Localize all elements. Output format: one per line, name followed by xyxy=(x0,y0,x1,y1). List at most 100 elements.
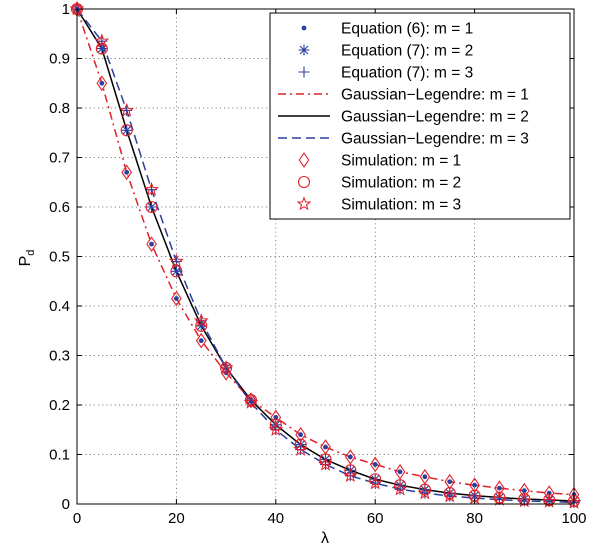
dot-marker xyxy=(323,444,328,450)
axis-ticks: 0 20 40 60 80 100 0 0.1 0.2 0.3 0.4 0.5 0.6 0.7 0.8 0.9… xyxy=(49,1,586,527)
dot-marker xyxy=(447,479,453,485)
asterisk-marker xyxy=(170,265,182,277)
circle-marker xyxy=(120,124,133,137)
series-6 xyxy=(76,8,575,504)
diamond-marker xyxy=(494,480,505,497)
asterisk-marker xyxy=(146,201,158,213)
asterisk-marker xyxy=(121,124,133,136)
legend-label: Simulation: m = 3 xyxy=(341,197,461,214)
star-marker xyxy=(566,494,582,509)
y-tick-label: 0.2 xyxy=(49,397,70,414)
diamond-marker xyxy=(295,426,306,443)
x-tick-label: 0 xyxy=(73,510,81,527)
circle-marker xyxy=(393,479,407,492)
series-1 xyxy=(74,6,577,497)
plus-marker xyxy=(298,66,310,78)
circle-marker xyxy=(369,473,382,486)
diamond-marker xyxy=(146,236,157,252)
circle-marker xyxy=(294,438,307,451)
star-marker xyxy=(218,360,234,375)
y-axis-label-subscript: d xyxy=(25,250,37,256)
legend-entry: Gaussian−Legendre: m = 1 xyxy=(278,87,529,104)
series-line xyxy=(76,8,575,504)
y-tick-label: 1 xyxy=(62,1,70,18)
y-tick-label: 0.8 xyxy=(49,100,70,117)
diamond-marker xyxy=(298,152,310,168)
diamond-marker xyxy=(345,449,356,465)
star-marker xyxy=(293,441,309,456)
x-tick-label: 40 xyxy=(267,510,284,527)
star-marker xyxy=(119,102,135,117)
legend-label: Gaussian−Legendre: m = 3 xyxy=(341,131,529,148)
dot-marker xyxy=(149,241,154,247)
circle-marker xyxy=(269,418,282,431)
asterisk-marker xyxy=(96,43,108,55)
y-axis-label: Pd xyxy=(17,250,37,267)
dot-marker xyxy=(198,338,204,344)
circle-marker xyxy=(344,464,357,477)
legend-label: Equation (7): m = 3 xyxy=(341,65,473,82)
dot-marker xyxy=(174,296,179,301)
star-marker xyxy=(94,33,110,48)
star-marker xyxy=(342,468,358,483)
legend-label: Simulation: m = 1 xyxy=(341,153,461,170)
circle-marker xyxy=(418,483,431,496)
legend-entry: Equation (7): m = 3 xyxy=(298,65,473,82)
diamond-marker xyxy=(518,482,530,499)
x-tick-label: 80 xyxy=(466,510,483,527)
star-marker xyxy=(193,313,209,328)
circle-marker xyxy=(297,175,311,189)
legend-entry: Gaussian−Legendre: m = 2 xyxy=(278,109,529,126)
star-marker xyxy=(417,485,433,500)
legend-entry: Simulation: m = 3 xyxy=(296,196,461,214)
y-tick-label: 0 xyxy=(62,496,70,513)
legend-label: Simulation: m = 2 xyxy=(341,175,461,192)
x-tick-label: 60 xyxy=(367,510,384,527)
dot-marker xyxy=(472,482,477,488)
y-tick-label: 0.3 xyxy=(49,348,70,365)
star-marker xyxy=(144,181,159,196)
y-tick-label: 0.7 xyxy=(49,150,70,167)
legend-label: Gaussian−Legendre: m = 2 xyxy=(341,109,529,126)
dot-marker xyxy=(273,414,279,420)
legend-entry: Equation (6): m = 1 xyxy=(301,21,473,38)
diamond-marker xyxy=(195,332,207,349)
legend: Equation (6): m = 1 Equation (7): m = 2 Eq… xyxy=(269,12,571,220)
x-tick-label: 20 xyxy=(168,510,185,527)
star-marker xyxy=(318,456,333,471)
x-tick-label: 100 xyxy=(561,510,586,527)
diamond-marker xyxy=(121,164,133,181)
diamond-marker xyxy=(543,485,555,501)
dot-marker xyxy=(521,488,527,494)
star-marker xyxy=(442,488,458,503)
series-layer xyxy=(69,1,582,509)
star-marker xyxy=(169,253,184,268)
y-tick-label: 0.9 xyxy=(49,51,70,68)
dot-marker xyxy=(301,25,307,31)
asterisk-marker xyxy=(298,44,310,56)
dot-marker xyxy=(497,485,502,491)
star-marker xyxy=(392,481,408,496)
legend-entry: Gaussian−Legendre: m = 3 xyxy=(278,131,529,148)
dot-marker xyxy=(99,80,105,86)
y-axis-label-main: P xyxy=(17,256,34,267)
legend-label: Equation (7): m = 2 xyxy=(341,43,473,60)
star-marker xyxy=(268,421,284,437)
circle-marker xyxy=(319,453,332,466)
legend-entry: Simulation: m = 1 xyxy=(298,152,461,170)
diamond-marker xyxy=(245,392,257,408)
star-marker xyxy=(296,196,312,211)
x-axis-label: λ xyxy=(321,530,329,547)
dot-marker xyxy=(397,469,403,475)
circle-marker xyxy=(95,42,108,55)
diamond-marker xyxy=(171,290,182,307)
diamond-marker xyxy=(369,456,381,473)
y-tick-label: 0.1 xyxy=(49,447,70,464)
y-tick-label: 0.5 xyxy=(49,249,70,266)
legend-label: Gaussian−Legendre: m = 1 xyxy=(341,87,529,104)
diamond-marker xyxy=(96,75,108,92)
legend-entry: Simulation: m = 2 xyxy=(297,175,461,192)
legend-label: Equation (6): m = 1 xyxy=(341,21,473,38)
dot-marker xyxy=(347,454,353,460)
